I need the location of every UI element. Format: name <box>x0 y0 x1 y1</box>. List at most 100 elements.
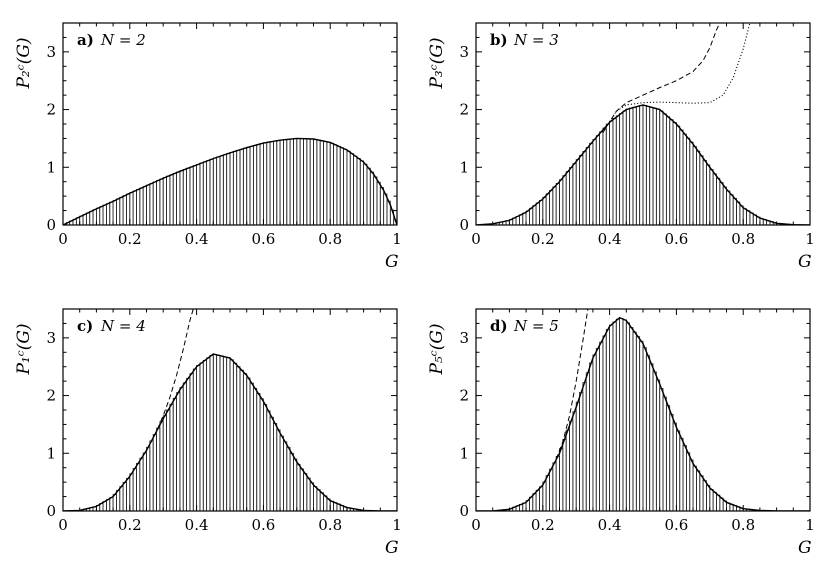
panel-a-histogram-bar <box>346 150 351 225</box>
panel-a-histogram-bar <box>136 189 141 225</box>
panel-c-histogram-bar <box>176 392 181 511</box>
panel-b-histogram-bar <box>716 177 721 225</box>
panel-c: c) N = 4 P₁ᶜ(G) G 0 0.2 0.4 0.6 0.8 1 0 … <box>14 308 402 558</box>
panel-b-histogram-bar <box>746 210 751 225</box>
panel-c-histogram-bar <box>126 477 131 511</box>
panel-d-histogram-bar <box>552 462 557 511</box>
panel-b-histogram-bar <box>585 146 590 225</box>
panel-c-histogram-bar <box>263 404 268 511</box>
panel-d-histogram-bar <box>595 348 600 511</box>
panel-b-histogram-bar <box>672 122 677 225</box>
panel-b-histogram-bar <box>662 113 667 225</box>
panel-d-histogram-bar <box>665 405 671 511</box>
panel-a-histogram-bar <box>149 183 154 225</box>
panel-b-histogram-bar <box>712 173 717 225</box>
panel-a-histogram-bar <box>326 141 331 225</box>
panel-a-histogram-bar <box>246 146 251 225</box>
panel-d-histogram-bar <box>592 354 597 511</box>
panel-a-histogram-bar <box>85 212 91 225</box>
panel-d-xlabel: G <box>798 538 812 558</box>
panel-b-histogram-bar <box>609 120 614 225</box>
panel-a-letter: a) <box>77 31 94 49</box>
panel-d-histogram-bar <box>649 363 654 511</box>
panel-a-histogram-bar <box>353 155 358 225</box>
panel-c-histogram-bar <box>132 468 137 511</box>
panel-c-histogram-bar <box>289 452 294 511</box>
panel-d-histogram-bar <box>659 387 664 511</box>
panel-d-histogram-bar <box>602 335 607 511</box>
panel-b-xtick-label: 0.8 <box>731 230 755 248</box>
panel-a-histogram-bar <box>146 184 151 225</box>
panel-a-histogram-bar <box>119 196 124 225</box>
panel-c-histogram-bar <box>239 369 244 511</box>
panel-b-histogram-bar <box>749 212 754 225</box>
panel-b-histogram-bar <box>572 163 577 225</box>
panel-d-xtick-label: 0 <box>471 516 481 534</box>
panel-a-histogram-bar <box>206 160 211 225</box>
panel-a-histogram-bar <box>299 138 304 225</box>
panel-b-histogram-bar <box>729 194 734 225</box>
panel-a-xtick-label: 0 <box>58 230 68 248</box>
panel-d-histogram-bar <box>582 382 587 511</box>
panel-a-histogram-bar <box>379 187 385 225</box>
panel-c-histogram-bar <box>156 427 161 511</box>
panel-a-histogram-bar <box>212 157 218 225</box>
panel-d-title: N = 5 <box>513 317 559 335</box>
panel-d-xtick-label: 0.6 <box>664 516 688 534</box>
panel-a-histogram-bar <box>356 158 361 225</box>
panel-d-histogram-bar <box>619 317 624 511</box>
panel-c-ytick-label: 3 <box>46 329 56 347</box>
panel-d-histogram-bar <box>549 468 554 511</box>
panel-b: b) N = 3 P₃ᶜ(G) G 0 0.2 0.4 0.6 0.8 1 0 … <box>427 22 815 272</box>
panel-a-histogram-bar <box>336 145 341 225</box>
panel-a-ytick-label: 2 <box>46 101 56 119</box>
panel-d-xtick-label: 1 <box>805 516 815 534</box>
panel-b-histogram-bar <box>539 199 544 225</box>
panel-c-histogram-bar <box>109 497 114 511</box>
panel-d-histogram-bar <box>542 481 547 511</box>
panel-d-histogram-bar <box>682 445 687 511</box>
panel-a-histogram-bar <box>102 204 107 225</box>
panel-a-histogram-bar <box>316 139 321 225</box>
panel-a-histogram-bar <box>273 140 278 225</box>
panel-b-histogram-bar <box>565 171 570 225</box>
panel-a-histogram-bar <box>109 201 114 225</box>
panel-b-histogram-bar <box>732 198 737 225</box>
panel-b-histogram-bar <box>615 115 621 225</box>
panel-d-histogram-bar <box>709 488 714 511</box>
panel-b-histogram-bar <box>686 137 691 225</box>
panel-b-histogram-bar <box>525 210 530 225</box>
panel-a-histogram-bar <box>132 190 137 225</box>
panel-a-xtick-label: 1 <box>392 230 402 248</box>
panel-d-histogram-bar <box>652 371 657 511</box>
panel-c-histogram-bar <box>303 473 308 511</box>
panel-b-histogram-bar <box>719 182 724 225</box>
panel-a-histogram-bar <box>159 178 164 225</box>
panel-c-histogram-bar <box>106 499 111 511</box>
panel-c-histogram-bar <box>119 486 124 511</box>
panel-c-histogram-bar <box>192 368 197 511</box>
panel-d-histogram-bar <box>535 489 540 511</box>
panel-b-xtick-label: 0.4 <box>598 230 622 248</box>
panel-a-histogram-bar <box>249 145 254 225</box>
panel-a-histogram-bar <box>112 200 117 225</box>
panel-d-histogram-bar <box>716 494 721 511</box>
panel-b-letter: b) <box>490 31 508 49</box>
panel-c-histogram-bar <box>323 495 328 511</box>
panel-a-histogram-bar <box>293 138 298 225</box>
panel-c-histogram-bar <box>219 355 224 511</box>
panel-c-histogram-bar <box>159 421 164 511</box>
panel-b-ytick-label: 1 <box>459 158 469 176</box>
panel-b-xtick-label: 0 <box>471 230 481 248</box>
panel-b-histogram-bar <box>642 105 647 225</box>
panel-a-histogram <box>63 138 397 225</box>
panel-c-histogram-bar <box>216 354 221 511</box>
panel-b-histogram-bar <box>682 133 687 225</box>
panel-d-histogram-bar <box>539 486 544 511</box>
panel-b-histogram-bar <box>602 127 607 225</box>
panel-d: d) N = 5 P₅ᶜ(G) G 0 0.2 0.4 0.6 0.8 1 0 … <box>427 308 815 558</box>
panel-b-histogram-bar <box>739 205 744 225</box>
panel-b-histogram-bar <box>545 193 550 225</box>
panel-a-histogram-bar <box>266 141 271 225</box>
